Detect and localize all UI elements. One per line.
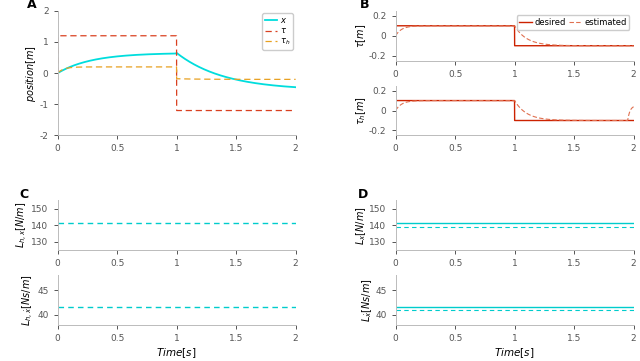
$x$ <box>170 51 177 56</box>
$\tau$ <box>170 34 177 38</box>
Y-axis label: $\tau[m]$: $\tau[m]$ <box>354 24 367 48</box>
$\tau$ <box>173 108 180 113</box>
$\tau_h$ <box>163 65 171 69</box>
$\tau_h$ <box>285 77 292 82</box>
Y-axis label: $position[m]$: $position[m]$ <box>24 45 38 102</box>
$\tau$ <box>292 108 300 113</box>
$\tau$ <box>163 34 171 38</box>
$\tau$ <box>285 108 292 113</box>
$x$ <box>285 84 292 89</box>
$x$ <box>241 79 249 84</box>
$x$ <box>173 51 180 55</box>
$\tau_h$ <box>285 77 292 82</box>
Text: B: B <box>360 0 369 11</box>
$\tau_h$ <box>66 66 74 70</box>
$x$ <box>163 52 171 56</box>
$\tau$ <box>66 34 74 38</box>
Y-axis label: $L_{\dot{x}}[Ns/m]$: $L_{\dot{x}}[Ns/m]$ <box>360 278 374 322</box>
Y-axis label: $L_{h,x}[N/m]$: $L_{h,x}[N/m]$ <box>15 202 30 248</box>
$\tau_h$ <box>292 77 300 82</box>
Y-axis label: $L_x[N/m]$: $L_x[N/m]$ <box>354 206 368 244</box>
Y-axis label: $\tau_h[m]$: $\tau_h[m]$ <box>354 96 367 125</box>
$x$ <box>292 85 300 90</box>
Legend: desired, estimated: desired, estimated <box>516 15 629 30</box>
$\tau_h$ <box>54 71 61 75</box>
Text: A: A <box>27 0 36 11</box>
X-axis label: $Time[s]$: $Time[s]$ <box>494 346 535 360</box>
Line: $\tau_h$: $\tau_h$ <box>58 67 296 79</box>
Line: $\tau$: $\tau$ <box>58 36 296 110</box>
$\tau_h$ <box>170 65 177 69</box>
X-axis label: $Time[s]$: $Time[s]$ <box>156 346 197 360</box>
$\tau_h$ <box>241 77 249 82</box>
$\tau$ <box>54 71 61 75</box>
Text: D: D <box>358 188 368 201</box>
Legend: $x$, $\tau$, $\tau_h$: $x$, $\tau$, $\tau_h$ <box>262 13 293 50</box>
$\tau$ <box>285 108 292 113</box>
$x$ <box>54 71 61 75</box>
$\tau$ <box>54 34 62 38</box>
$x$ <box>66 65 74 69</box>
Text: C: C <box>19 188 29 201</box>
$\tau_h$ <box>173 65 180 69</box>
Line: $x$: $x$ <box>58 53 296 87</box>
$x$ <box>285 84 292 89</box>
Y-axis label: $L_{h,\dot{x}}[Ns/m]$: $L_{h,\dot{x}}[Ns/m]$ <box>20 274 36 326</box>
$\tau$ <box>241 108 249 113</box>
